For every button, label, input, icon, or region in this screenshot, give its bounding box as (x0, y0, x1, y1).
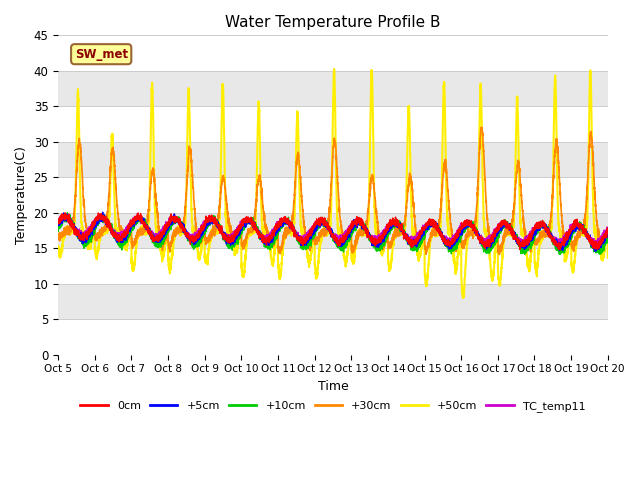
0cm (54, 218, 62, 224)
+30cm (54, 236, 62, 241)
+10cm (63, 210, 71, 216)
+5cm (426, 222, 433, 228)
+10cm (312, 227, 320, 232)
0cm (604, 226, 612, 231)
0cm (426, 220, 433, 226)
+30cm (456, 237, 464, 243)
+30cm (312, 241, 320, 247)
Line: +5cm: +5cm (58, 212, 608, 251)
0cm (61, 210, 69, 216)
+5cm (312, 220, 320, 226)
TC_temp11 (54, 217, 62, 223)
+5cm (54, 216, 62, 222)
+5cm (153, 237, 161, 243)
+5cm (456, 230, 464, 236)
Line: +10cm: +10cm (58, 213, 608, 254)
Legend: 0cm, +5cm, +10cm, +30cm, +50cm, TC_temp11: 0cm, +5cm, +10cm, +30cm, +50cm, TC_temp1… (76, 396, 590, 416)
0cm (604, 231, 611, 237)
TC_temp11 (312, 220, 320, 226)
TC_temp11 (518, 242, 525, 248)
Line: TC_temp11: TC_temp11 (58, 214, 608, 245)
Bar (58, 319, 608, 355)
Y-axis label: Temperature(C): Temperature(C) (15, 146, 28, 244)
+30cm (153, 208, 161, 214)
+30cm (495, 252, 503, 257)
Bar (58, 142, 608, 177)
+10cm (604, 238, 612, 244)
Text: SW_met: SW_met (75, 48, 128, 60)
+50cm (330, 66, 338, 72)
+10cm (153, 240, 161, 246)
TC_temp11 (456, 228, 464, 233)
0cm (153, 236, 161, 242)
0cm (556, 247, 564, 253)
TC_temp11 (488, 235, 495, 241)
TC_temp11 (426, 220, 433, 226)
Bar (58, 106, 608, 142)
Bar (58, 213, 608, 248)
+50cm (459, 295, 467, 300)
+10cm (488, 243, 495, 249)
+10cm (604, 236, 611, 242)
Bar (58, 248, 608, 284)
+50cm (426, 247, 433, 252)
TC_temp11 (134, 211, 141, 216)
+5cm (488, 243, 495, 249)
+50cm (456, 233, 464, 239)
Title: Water Temperature Profile B: Water Temperature Profile B (225, 15, 441, 30)
Line: +30cm: +30cm (58, 128, 608, 254)
+30cm (604, 239, 612, 244)
Bar (58, 177, 608, 213)
0cm (488, 234, 495, 240)
+50cm (604, 255, 612, 261)
+50cm (153, 226, 161, 232)
X-axis label: Time: Time (317, 380, 348, 393)
Line: 0cm: 0cm (58, 213, 608, 250)
TC_temp11 (604, 227, 612, 232)
+10cm (426, 222, 433, 228)
+30cm (426, 236, 433, 241)
+50cm (54, 247, 62, 253)
+5cm (99, 209, 106, 215)
+30cm (477, 125, 485, 131)
+50cm (312, 273, 320, 279)
TC_temp11 (153, 233, 161, 239)
Bar (58, 284, 608, 319)
+5cm (604, 232, 611, 238)
+10cm (54, 228, 62, 233)
+10cm (456, 234, 464, 240)
+10cm (556, 252, 564, 257)
Bar (58, 36, 608, 71)
TC_temp11 (604, 228, 611, 234)
+5cm (604, 232, 612, 238)
+30cm (488, 241, 495, 247)
Line: +50cm: +50cm (58, 69, 608, 298)
+50cm (604, 234, 611, 240)
+30cm (604, 228, 611, 233)
0cm (456, 229, 464, 235)
Bar (58, 71, 608, 106)
0cm (312, 219, 320, 225)
+50cm (488, 274, 495, 279)
+5cm (591, 248, 599, 254)
